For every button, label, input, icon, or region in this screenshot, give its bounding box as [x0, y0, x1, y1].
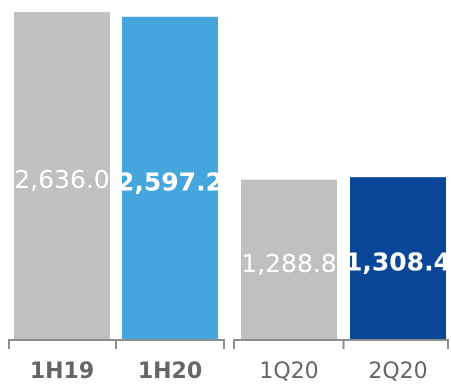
bar-2q20 — [350, 177, 446, 340]
data-label-1h19: 2,636.0 — [14, 165, 109, 194]
axis-layer — [8, 339, 449, 349]
data-label-1q20: 1,288.8 — [241, 249, 336, 278]
bars-layer — [14, 11, 446, 341]
data-label-2q20: 1,308.4 — [345, 248, 451, 277]
bar-1q20 — [241, 179, 337, 340]
x-tick-label-1h20: 1H20 — [138, 359, 202, 384]
labels-layer: 2,636.0 1H19 2,597.2 1H20 1,288.8 1Q20 1,308.4… — [14, 165, 451, 384]
x-tick-label-1h19: 1H19 — [30, 359, 94, 384]
data-label-1h20: 2,597.2 — [117, 167, 223, 196]
bar-1h20 — [122, 16, 218, 341]
x-tick-label-2q20: 2Q20 — [368, 359, 427, 384]
bar-1h19 — [14, 11, 110, 340]
x-tick-label-1q20: 1Q20 — [259, 359, 318, 384]
